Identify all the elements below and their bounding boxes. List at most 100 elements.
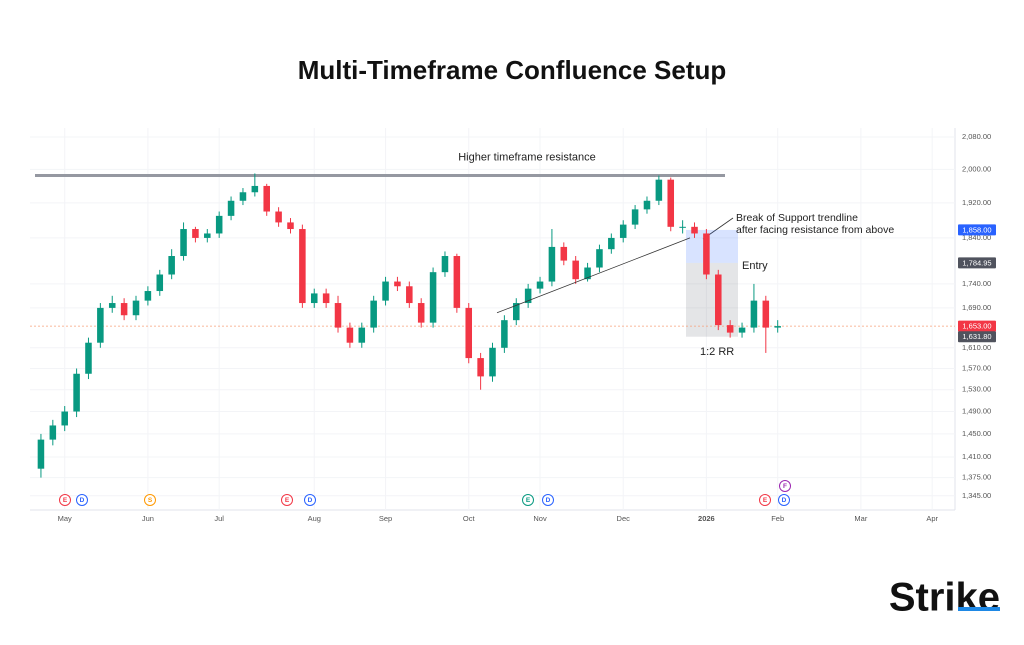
candle-body (97, 307, 104, 343)
event-icon (281, 494, 293, 506)
candle-body (251, 185, 259, 193)
break-annotation: after facing resistance from above (736, 224, 894, 236)
price-badge (958, 257, 996, 269)
candle-body (299, 229, 306, 304)
candle-body (204, 233, 211, 238)
trendline (496, 237, 691, 314)
chart-title: Multi-Timeframe Confluence Setup (298, 55, 727, 85)
candle-body (180, 229, 187, 257)
event-icon (76, 494, 88, 506)
event-icon (779, 480, 791, 492)
candle-body (132, 300, 140, 316)
logo: Strike (889, 576, 1000, 620)
candle-body (679, 226, 686, 228)
candle-body (667, 179, 675, 227)
candle-body (774, 326, 781, 328)
event-letter: F (783, 483, 787, 490)
event-icon (59, 494, 71, 506)
candle-body (287, 222, 294, 230)
candle-body (346, 327, 354, 343)
candle-body (441, 256, 449, 273)
y-tick-label: 1,690.00 (962, 303, 991, 312)
event-letter: S (148, 497, 153, 504)
candle-body (429, 272, 437, 323)
candle-body (310, 293, 318, 304)
event-letter: D (782, 497, 787, 504)
x-tick-label: May (58, 514, 72, 523)
candle-body (417, 303, 425, 323)
candle-body (85, 342, 92, 374)
x-tick-label: 2026 (698, 514, 715, 523)
reward-zone (686, 262, 738, 337)
x-tick-label: Dec (617, 514, 631, 523)
candle-body (394, 281, 401, 287)
event-letter: D (80, 497, 85, 504)
candle-body (584, 267, 591, 280)
price-badge-label: 1,653.00 (962, 322, 991, 331)
logo-accent (958, 607, 1000, 611)
event-icon (778, 494, 790, 506)
candle-body (703, 233, 710, 275)
candle-body (560, 246, 568, 261)
candle-body (37, 439, 45, 469)
candle-body (263, 185, 270, 212)
event-letter: E (763, 497, 768, 504)
candle-body (322, 293, 330, 304)
candle-body (168, 256, 175, 275)
candle-body (548, 246, 556, 282)
candle-body (762, 300, 770, 328)
candle-body (631, 209, 639, 225)
y-tick-label: 1,840.00 (962, 233, 991, 242)
x-tick-label: Sep (379, 514, 392, 523)
candle-body (465, 307, 473, 359)
event-letter: D (546, 497, 551, 504)
resistance-label: Higher timeframe resistance (458, 151, 596, 163)
candle-body (275, 211, 282, 223)
x-tick-label: Nov (533, 514, 547, 523)
risk-zone (686, 229, 738, 263)
candle-body (406, 286, 413, 304)
x-tick-label: Aug (308, 514, 321, 523)
y-tick-label: 1,375.00 (962, 473, 991, 482)
event-icon (542, 494, 554, 506)
y-tick-label: 1,530.00 (962, 385, 991, 394)
candle-body (61, 411, 68, 426)
candle-body (382, 281, 389, 301)
x-tick-label: Mar (854, 514, 867, 523)
candle-body (715, 274, 722, 326)
x-tick-label: Jul (214, 514, 224, 523)
candle-body (655, 179, 663, 201)
y-tick-label: 1,345.00 (962, 491, 991, 500)
event-icon (522, 494, 534, 506)
y-tick-label: 2,080.00 (962, 132, 991, 141)
candle-body (524, 288, 532, 304)
candle-body (619, 224, 627, 238)
event-icon (144, 494, 156, 506)
rr-label: 1:2 RR (700, 346, 734, 358)
entry-label: Entry (742, 260, 768, 272)
event-letter: E (63, 497, 68, 504)
candle-body (572, 260, 579, 280)
y-tick-label: 2,000.00 (962, 164, 991, 173)
candle-body (596, 249, 603, 268)
candle-body (501, 320, 508, 348)
x-tick-label: Feb (771, 514, 784, 523)
candle-body (49, 425, 57, 440)
candle-body (536, 281, 544, 289)
candle-body (144, 291, 152, 301)
candle-body (608, 237, 615, 250)
candle-body (477, 358, 484, 377)
event-letter: E (285, 497, 290, 504)
candle-body (643, 200, 651, 210)
candle-body (370, 300, 377, 328)
y-tick-label: 1,450.00 (962, 429, 991, 438)
y-tick-label: 1,610.00 (962, 343, 991, 352)
break-annotation: Break of Support trendline (736, 212, 858, 224)
candle-body (156, 274, 164, 292)
candle-body (239, 192, 247, 201)
candle-body (227, 200, 235, 216)
price-badge (958, 331, 996, 343)
